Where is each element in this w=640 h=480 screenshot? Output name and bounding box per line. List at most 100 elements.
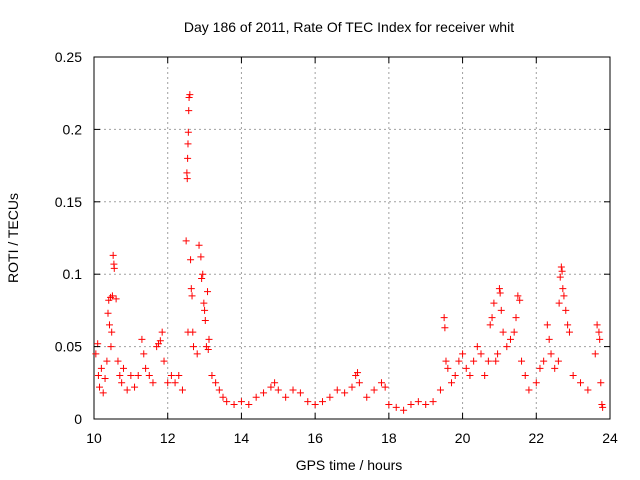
data-point [516, 296, 524, 304]
data-point [108, 292, 116, 300]
chart-title: Day 186 of 2011, Rate Of TEC Index for r… [184, 19, 514, 35]
y-axis-label: ROTI / TECUs [5, 193, 21, 283]
data-point [593, 321, 601, 329]
data-point [503, 343, 511, 351]
data-point [497, 306, 505, 314]
data-point [101, 374, 109, 382]
data-point [171, 379, 179, 387]
data-point [123, 386, 131, 394]
data-point [274, 386, 282, 394]
data-point [105, 321, 113, 329]
data-point [140, 350, 148, 358]
data-point [198, 275, 206, 283]
data-point [167, 372, 175, 380]
y-tick-label: 0 [74, 411, 82, 427]
data-point [484, 357, 492, 365]
data-point [521, 372, 529, 380]
data-point [204, 288, 212, 296]
data-point [414, 398, 422, 406]
data-point [319, 398, 327, 406]
data-point [223, 398, 231, 406]
data-point [190, 343, 198, 351]
data-point [407, 401, 415, 409]
data-point [551, 364, 559, 372]
data-point [116, 372, 124, 380]
data-point [94, 340, 102, 348]
data-point [510, 328, 518, 336]
data-point [455, 357, 463, 365]
y-tick-label: 0.05 [55, 339, 82, 355]
data-point [185, 94, 193, 102]
data-point [385, 401, 393, 409]
data-point [477, 350, 485, 358]
data-point [149, 379, 157, 387]
data-point [164, 379, 172, 387]
data-point [110, 264, 118, 272]
data-point [212, 379, 220, 387]
data-point [436, 386, 444, 394]
data-point [363, 393, 371, 401]
data-point [296, 389, 304, 397]
x-tick-label: 14 [234, 430, 250, 446]
data-point [200, 299, 208, 307]
data-point [444, 364, 452, 372]
data-point [245, 401, 253, 409]
x-tick-label: 12 [160, 430, 176, 446]
data-point [185, 107, 193, 115]
data-point [525, 386, 533, 394]
x-tick-label: 10 [86, 430, 102, 446]
data-point [442, 357, 450, 365]
data-point [381, 383, 389, 391]
data-point [175, 372, 183, 380]
data-point [237, 398, 245, 406]
data-point [558, 267, 566, 275]
data-point [145, 372, 153, 380]
data-point [599, 403, 607, 411]
y-tick-label: 0.1 [63, 266, 83, 282]
data-point [138, 335, 146, 343]
data-point [134, 372, 142, 380]
data-point [354, 369, 362, 377]
data-point [205, 335, 213, 343]
data-point [595, 328, 603, 336]
data-point [492, 357, 500, 365]
data-point [555, 299, 563, 307]
data-point [348, 383, 356, 391]
data-point [545, 335, 553, 343]
data-point [448, 379, 456, 387]
x-tick-label: 18 [381, 430, 397, 446]
data-point [197, 253, 205, 261]
data-point [114, 357, 122, 365]
data-point [462, 364, 470, 372]
data-point [556, 273, 564, 281]
data-point [189, 328, 197, 336]
data-point [187, 285, 195, 293]
data-point [304, 398, 312, 406]
data-point [92, 350, 100, 358]
data-point [178, 386, 186, 394]
data-point [193, 350, 201, 358]
data-point [377, 379, 385, 387]
data-point [230, 401, 238, 409]
x-tick-label: 20 [455, 430, 471, 446]
data-point [355, 379, 363, 387]
data-point [104, 309, 112, 317]
data-point [183, 175, 191, 183]
data-point [451, 372, 459, 380]
data-point [547, 350, 555, 358]
data-point [119, 364, 127, 372]
data-point [341, 389, 349, 397]
data-point [127, 372, 135, 380]
data-point [466, 372, 474, 380]
data-point [532, 379, 540, 387]
data-point [557, 263, 565, 271]
plot-frame [93, 56, 611, 420]
data-point [400, 406, 408, 414]
data-point [289, 386, 297, 394]
data-point [195, 241, 203, 249]
data-point [326, 393, 334, 401]
data-point [518, 357, 526, 365]
data-point [109, 251, 117, 259]
data-point [118, 379, 126, 387]
